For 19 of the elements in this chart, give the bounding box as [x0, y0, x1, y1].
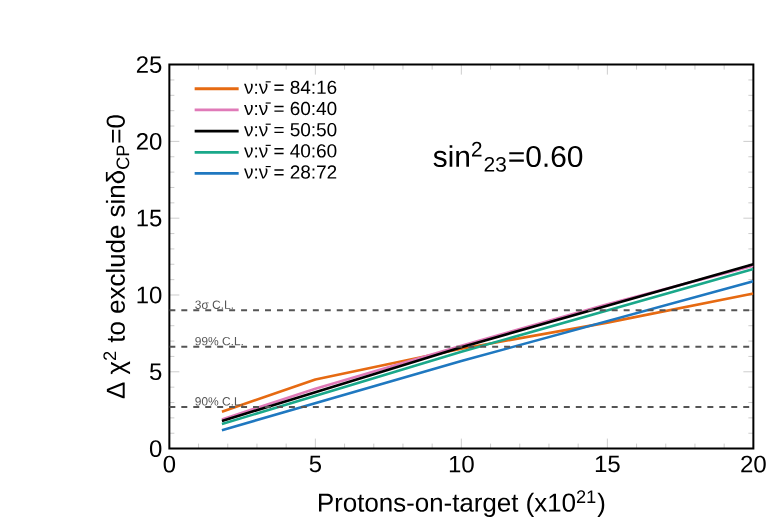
y-tick-label: 20	[136, 132, 162, 150]
x-tick-label: 10	[449, 455, 474, 473]
y-tick-label: 25	[136, 56, 162, 74]
legend-label: ν:ν̄ = 84:16	[244, 80, 337, 95]
x-axis-title: Protons-on-target (x10$^{21}$)	[319, 490, 605, 517]
y-tick-label: 5	[149, 363, 162, 381]
legend-label: ν:ν̄ = 50:50	[244, 122, 337, 137]
legend-label: ν:ν̄ = 60:40	[244, 101, 337, 116]
y-tick-label: 10	[137, 286, 162, 304]
annotation: sin$^{2}$$_{23}$=0.60	[433, 141, 583, 172]
legend-label: ν:ν̄ = 28:72	[244, 165, 337, 179]
x-tick-label: 20	[741, 455, 766, 473]
x-tick-label: 5	[309, 455, 321, 473]
y-tick-label: 0	[149, 440, 162, 458]
x-tick-label: 15	[595, 455, 620, 473]
legend-label: ν:ν̄ = 40:60	[244, 144, 337, 158]
y-axis-title: Δ χ$^{2}$ to exclude sinδ$_{CP}$=0	[103, 115, 131, 399]
y-tick-label: 15	[137, 209, 162, 227]
x-tick-label: 0	[163, 455, 176, 473]
